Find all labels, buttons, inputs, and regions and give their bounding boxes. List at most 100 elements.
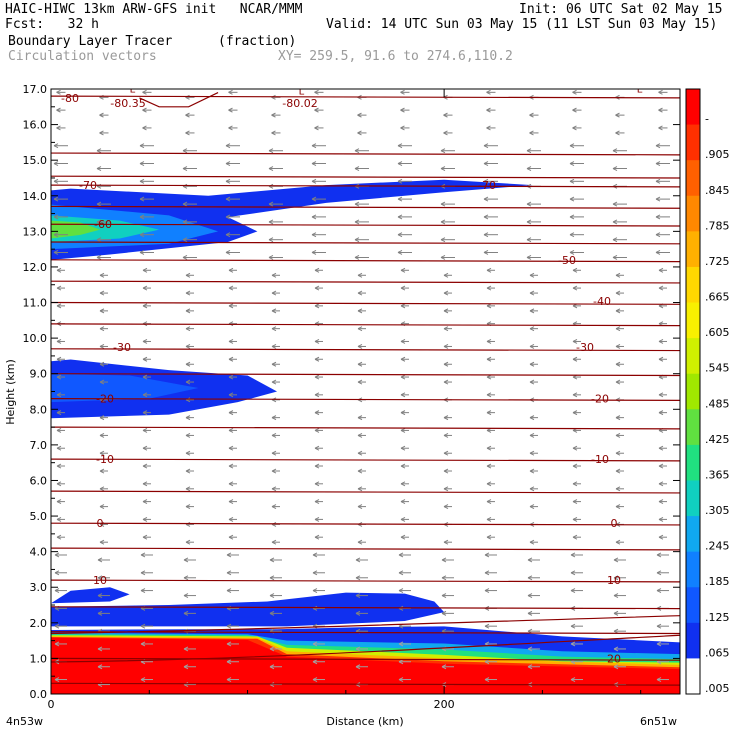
vector-arrow-head [142, 339, 148, 344]
vector-arrow-head [185, 112, 190, 118]
vector-arrow-head [185, 432, 191, 438]
colorbar-swatch [686, 302, 700, 339]
vector-arrow-head [271, 361, 277, 367]
vector-arrow-head [615, 486, 621, 492]
vector-arrow-head [96, 166, 102, 171]
colorbar-label: .005 [705, 682, 730, 695]
vector-arrow-head [314, 410, 320, 416]
vector-arrow-head [53, 196, 59, 202]
vector-arrow-head [53, 178, 59, 184]
vector-arrow-head [658, 267, 664, 273]
vector-arrow-head [658, 356, 664, 362]
vector-arrow-head [228, 356, 234, 362]
y-tick-label: 5.0 [30, 510, 48, 523]
temperature-contour-line [51, 682, 680, 686]
vector-arrow-head [440, 219, 446, 225]
vector-arrow-head [529, 450, 535, 456]
vector-arrow-head [56, 267, 62, 273]
vector-arrow-head [658, 534, 664, 540]
vector-arrow-head [658, 410, 664, 416]
vector-arrow-head [529, 539, 535, 545]
vector-arrow-head [142, 499, 148, 505]
vector-arrow-head [268, 255, 274, 260]
vector-arrow-head [311, 196, 317, 202]
vector-arrow-head [527, 593, 533, 599]
vector-arrow-head [443, 539, 449, 545]
colorbar-swatch [686, 160, 700, 197]
temperature-contours: -80 -80.35 -80.02 -70 -70 -60 -50 -40 -30 -30 -20 -… [51, 85, 680, 686]
vector-arrow-head [529, 432, 535, 438]
vector-arrow-head [357, 468, 363, 474]
vector-arrow-head [185, 272, 191, 278]
vector-arrow-head [140, 570, 146, 576]
vector-arrow-head [440, 148, 446, 154]
vector-arrow-head [228, 125, 233, 131]
vector-arrow-head [185, 344, 191, 349]
vector-arrow-head [400, 463, 406, 469]
vector-arrow-head [357, 344, 363, 349]
vector-arrow-head [656, 570, 662, 576]
vector-arrow-head [228, 89, 233, 95]
contour-label: -30 [113, 341, 131, 354]
vector-arrow-head [56, 374, 62, 380]
vector-arrow-head [526, 201, 532, 207]
vector-arrow-head [658, 463, 664, 469]
vector-title: Circulation vectors [8, 49, 157, 64]
vector-arrow-head [54, 552, 60, 558]
vector-arrow-head [526, 148, 532, 154]
model-title: HAIC-HIWC 13km ARW-GFS init NCAR/MMM [5, 2, 303, 17]
field-units: (fraction) [218, 34, 297, 49]
vector-arrow-head [397, 143, 403, 149]
vector-arrow-head [226, 570, 232, 576]
vector-arrow-head [314, 303, 320, 309]
low-marker: L [299, 86, 305, 97]
vector-arrow-head [225, 178, 231, 184]
vector-arrow-head [615, 130, 620, 136]
vector-arrow-head [529, 379, 535, 385]
vector-arrow-head [354, 219, 360, 225]
vector-arrow-head [483, 196, 489, 202]
vector-arrow-head [185, 468, 191, 474]
temperature-contour-line [51, 522, 680, 526]
vector-arrow-head [56, 534, 62, 540]
vector-arrow-head [529, 326, 535, 332]
low-marker: L [637, 85, 643, 96]
vector-arrow-head [225, 143, 231, 149]
vector-arrow-head [314, 356, 320, 362]
vector-arrow-head [615, 379, 621, 385]
colorbar-swatch [686, 444, 700, 481]
vector-arrow-head [54, 623, 60, 629]
colorbar-frame [685, 88, 701, 695]
vector-arrow-head [443, 450, 449, 456]
vector-arrow-head [185, 290, 191, 296]
vector-arrow-head [355, 610, 361, 616]
vector-arrow-head [54, 570, 60, 576]
vector-arrow-head [99, 361, 105, 367]
vector-arrow-head [97, 646, 103, 652]
vector-arrow-head [484, 552, 490, 558]
colorbar-label: .785 [705, 219, 730, 232]
vector-arrow-head [183, 664, 189, 670]
vector-arrow-head [142, 463, 148, 469]
vector-arrow-head [529, 272, 535, 278]
vector-arrow-head [400, 516, 406, 522]
vector-arrow-head [354, 166, 360, 171]
y-tick-label: 9.0 [30, 368, 48, 381]
x-axis-label: Distance (km) [326, 715, 403, 728]
vector-arrow-head [271, 272, 277, 278]
vector-arrow-head [357, 432, 363, 438]
vector-arrow-head [228, 285, 234, 291]
vector-arrow-head [185, 130, 190, 136]
vector-arrow-head [312, 659, 318, 665]
colorbar-label: .665 [705, 291, 730, 304]
temperature-contour-line [51, 634, 680, 663]
vector-arrow-head [314, 463, 320, 469]
vector-arrow-head [314, 267, 320, 273]
colorbar-swatch [686, 409, 700, 446]
contour-label: 0 [97, 517, 104, 530]
vector-arrow-head [483, 250, 489, 255]
colorbar-swatch [686, 124, 700, 161]
vector-arrow-head [312, 588, 318, 594]
vector-arrow-head [486, 339, 492, 344]
temperature-contour-line [51, 184, 680, 188]
